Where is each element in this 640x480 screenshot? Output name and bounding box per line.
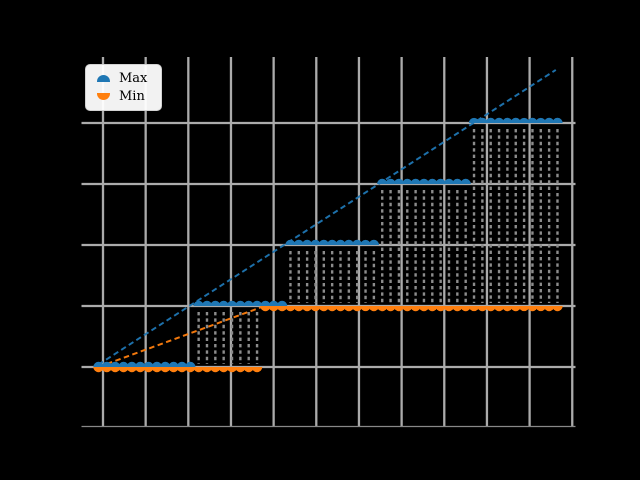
legend-entry-max: Max bbox=[86, 72, 161, 85]
legend-label-max: Max bbox=[119, 71, 148, 86]
legend-label-min: Min bbox=[119, 89, 145, 104]
max-top-half-circle-marker-icon bbox=[97, 75, 110, 82]
legend-entry-min: Min bbox=[86, 90, 161, 103]
legend: Max Min bbox=[85, 64, 162, 111]
min-bottom-half-circle-marker-icon bbox=[97, 93, 110, 100]
